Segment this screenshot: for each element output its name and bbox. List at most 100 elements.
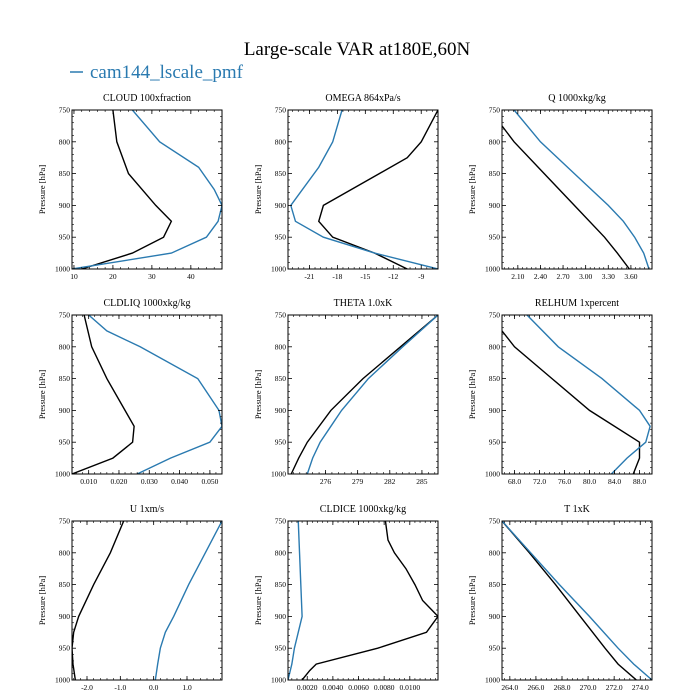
series-line-0 [81,110,173,269]
y-tick-label: 950 [59,644,71,653]
x-tick-label: 0.020 [111,477,128,486]
plot-frame [501,109,653,270]
series-line-0 [290,315,438,474]
y-tick-label: 750 [59,517,71,526]
y-axis-label: Pressure [hPa] [37,165,47,215]
y-tick-label: 800 [275,137,287,146]
plot-frame [287,520,439,681]
x-tick-label: 10 [70,272,78,281]
x-tick-label: 80.0 [583,477,596,486]
x-tick-label: 20 [109,272,117,281]
y-tick-label: 750 [275,311,287,320]
x-tick-label: 0.0020 [297,683,318,692]
y-tick-label: 900 [489,201,501,210]
x-tick-label: 0.0060 [348,683,369,692]
x-tick-label: 88.0 [633,477,646,486]
y-tick-label: 750 [489,311,501,320]
x-tick-label: 76.0 [558,477,571,486]
series-line-1 [288,521,303,680]
panel-3: CLDLIQ 1000xkg/kg 750 800 850 900 950 1000 0.01… [37,298,223,486]
x-tick-label: 266.0 [527,683,544,692]
x-tick-label: 0.0080 [374,683,395,692]
x-tick-label: -21 [304,272,314,281]
panel-title: U 1xm/s [130,504,164,515]
y-tick-label: 950 [489,438,501,447]
x-tick-label: 268.0 [554,683,571,692]
y-axis-label: Pressure [hPa] [37,370,47,420]
y-tick-label: 850 [275,169,287,178]
x-tick-label: 279 [352,477,364,486]
y-tick-label: 800 [59,342,71,351]
y-tick-label: 850 [489,169,501,178]
y-tick-label: 900 [59,612,71,621]
panel-6: U 1xm/s 750 800 850 900 950 1000 -2.0 -1.0 0.0 1.0… [37,504,223,692]
x-tick-label: -12 [388,272,398,281]
x-tick-label: 285 [416,477,428,486]
x-tick-label: 30 [148,272,156,281]
y-tick-label: 800 [59,137,71,146]
y-tick-label: 900 [59,201,71,210]
y-tick-label: 850 [59,169,71,178]
y-tick-label: 1000 [55,676,70,685]
series-line-0 [502,521,637,680]
y-tick-label: 1000 [485,265,500,274]
x-tick-label: 282 [384,477,396,486]
y-axis-label: Pressure [hPa] [467,576,477,626]
plot-frame [71,109,223,270]
series-line-0 [502,330,641,474]
x-tick-label: 2.70 [556,272,569,281]
series-line-1 [526,315,651,474]
panel-title: Q 1000xkg/kg [548,93,606,104]
x-tick-label: 264.0 [501,683,518,692]
series-line-1 [72,110,222,269]
y-tick-label: 850 [489,580,501,589]
y-tick-label: 800 [275,342,287,351]
plot-frame [71,520,223,681]
x-tick-label: 40 [187,272,195,281]
y-tick-label: 900 [489,612,501,621]
y-tick-label: 1000 [55,265,70,274]
y-tick-label: 800 [489,137,501,146]
legend-label: cam144_lscale_pmf [90,62,244,83]
plot-frame [71,314,223,475]
y-tick-label: 1000 [271,265,286,274]
y-tick-label: 800 [59,548,71,557]
y-tick-label: 900 [275,406,287,415]
x-tick-label: 72.0 [533,477,546,486]
x-tick-label: 274.0 [632,683,649,692]
series-line-1 [502,521,652,680]
y-tick-label: 950 [275,644,287,653]
y-axis-label: Pressure [hPa] [467,165,477,215]
x-tick-label: -2.0 [81,683,93,692]
figure-title: Large-scale VAR at180E,60N [244,39,471,60]
series-line-0 [301,521,438,680]
y-tick-label: 900 [489,406,501,415]
y-tick-label: 750 [275,517,287,526]
y-tick-label: 1000 [485,470,500,479]
y-axis-label: Pressure [hPa] [467,370,477,420]
panel-title: CLOUD 100xfraction [103,93,191,104]
y-axis-label: Pressure [hPa] [253,370,263,420]
plot-frame [501,314,653,475]
series-line-0 [72,315,135,474]
y-tick-label: 950 [489,644,501,653]
y-tick-label: 950 [275,438,287,447]
panel-1: OMEGA 864xPa/s 750 800 850 900 950 1000 -21 -18 -… [253,93,439,281]
x-tick-label: 276 [320,477,332,486]
y-tick-label: 950 [489,233,501,242]
panel-title: CLDICE 1000xkg/kg [320,504,406,515]
y-tick-label: 750 [489,106,501,115]
panel-title: CLDLIQ 1000xkg/kg [104,298,191,309]
x-tick-label: 2.40 [534,272,547,281]
x-tick-label: -9 [418,272,424,281]
panel-7: CLDICE 1000xkg/kg 750 800 850 900 950 1000 0.00… [253,504,439,692]
y-tick-label: 850 [59,580,71,589]
y-tick-label: 800 [489,342,501,351]
panel-title: RELHUM 1xpercent [535,298,619,309]
y-tick-label: 850 [489,374,501,383]
y-tick-label: 950 [59,233,71,242]
y-tick-label: 1000 [271,470,286,479]
